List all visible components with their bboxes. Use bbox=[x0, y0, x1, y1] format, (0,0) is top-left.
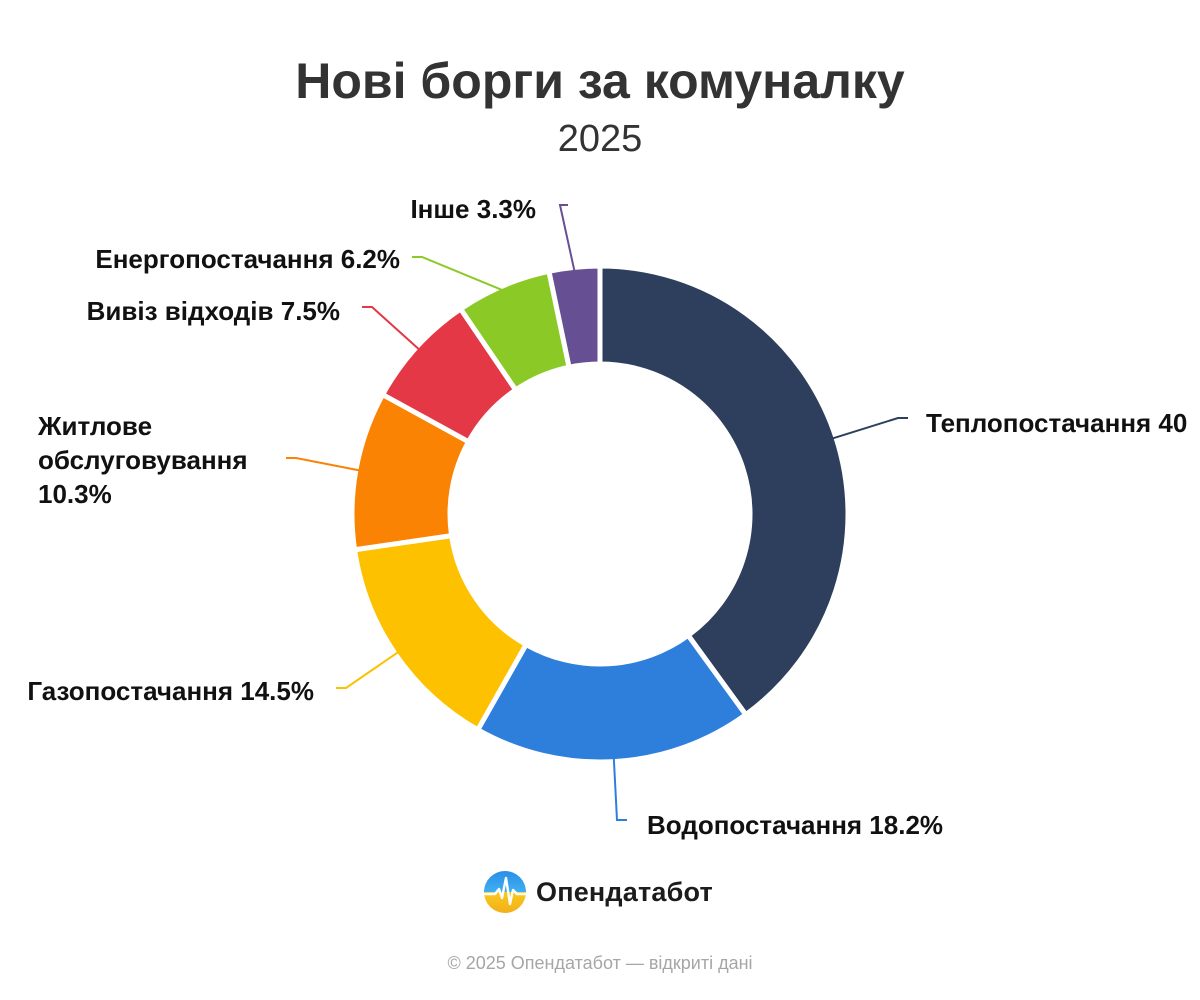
brand: Опендатабот bbox=[483, 869, 713, 915]
slice-leader-line bbox=[362, 306, 422, 352]
slice-label: Водопостачання 18.2% bbox=[647, 810, 943, 840]
footer-copyright: © 2025 Опендатабот — відкриті дані bbox=[447, 953, 753, 973]
slice-leader-line bbox=[336, 649, 401, 689]
slice-label: Вивіз відходів 7.5% bbox=[87, 296, 340, 326]
brand-name: Опендатабот bbox=[536, 876, 713, 907]
slice-leader-line bbox=[612, 755, 627, 821]
slice-label: Теплопостачання 40 bbox=[926, 408, 1187, 438]
opendatabot-logo-icon bbox=[483, 871, 527, 913]
slice-label: Газопостачання 14.5% bbox=[27, 676, 314, 706]
donut-slice bbox=[546, 263, 603, 370]
slice-label: Житлове обслуговування 10.3% bbox=[37, 411, 248, 509]
slice-leader-line bbox=[412, 256, 506, 293]
chart-subtitle: 2025 bbox=[557, 118, 643, 160]
slice-label: Енергопостачання 6.2% bbox=[95, 244, 400, 274]
donut-slice bbox=[475, 632, 749, 765]
chart-title: Нові борги за комуналку bbox=[295, 53, 905, 109]
slice-leader-line bbox=[286, 457, 363, 472]
slice-leader-line bbox=[558, 204, 576, 274]
slice-leader-line bbox=[829, 417, 908, 441]
slice-label: Інше 3.3% bbox=[410, 194, 536, 224]
donut-slice bbox=[597, 263, 851, 718]
